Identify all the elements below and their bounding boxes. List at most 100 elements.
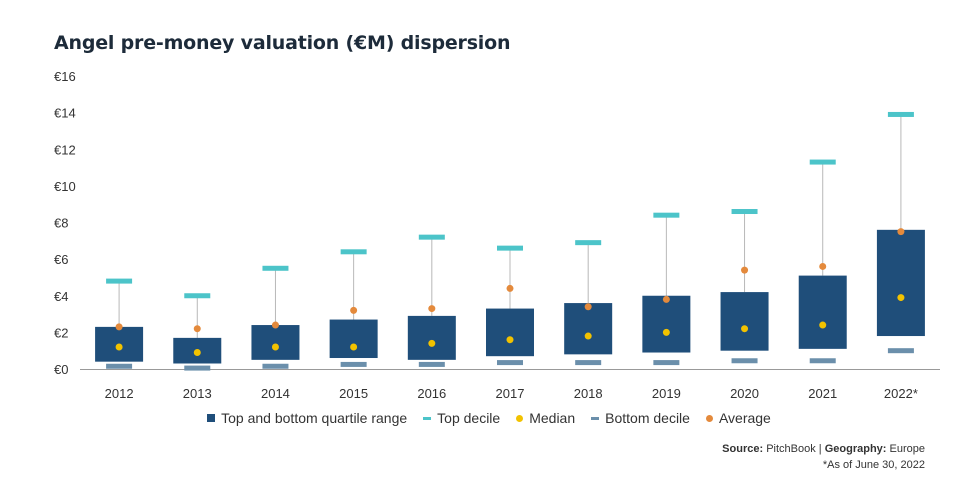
top-decile-mark bbox=[262, 265, 289, 271]
legend-item: Median bbox=[516, 410, 575, 426]
bottom-decile-mark bbox=[887, 348, 914, 354]
y-tick-label: €0 bbox=[54, 362, 68, 377]
bottom-decile-mark bbox=[653, 360, 680, 366]
y-tick-label: €16 bbox=[54, 69, 76, 84]
bottom-decile-mark bbox=[184, 365, 211, 371]
dash-icon bbox=[591, 416, 600, 420]
top-decile-mark bbox=[497, 245, 523, 251]
x-tick-label: 2022* bbox=[884, 386, 918, 401]
y-tick-label: €14 bbox=[54, 106, 76, 121]
top-decile-mark bbox=[106, 278, 133, 284]
median-point bbox=[428, 339, 436, 347]
plot-area bbox=[95, 111, 925, 371]
box-plot-chart: €0€2€4€6€8€10€12€14€16 2012 2013 2014 2015 2… bbox=[54, 69, 940, 401]
separator: | bbox=[818, 443, 822, 455]
footnote: *As of June 30, 2022 bbox=[822, 459, 925, 471]
bottom-decile-mark bbox=[497, 360, 523, 366]
quartile-box bbox=[486, 308, 534, 357]
source-value: PitchBook bbox=[766, 443, 816, 455]
y-tick-label: €6 bbox=[54, 252, 68, 267]
source-label: Source: bbox=[722, 443, 764, 455]
top-decile-mark bbox=[653, 212, 680, 218]
x-tick-label: 2017 bbox=[496, 386, 525, 401]
median-point bbox=[897, 294, 905, 302]
geography-label: Geography: bbox=[824, 443, 887, 455]
bottom-decile-mark bbox=[418, 361, 445, 367]
quartile-box bbox=[642, 295, 691, 353]
median-point bbox=[662, 328, 670, 336]
x-tick-label: 2012 bbox=[105, 386, 134, 401]
average-point bbox=[350, 306, 358, 314]
average-point bbox=[115, 323, 123, 331]
legend-label: Average bbox=[718, 410, 771, 426]
top-decile-mark bbox=[418, 234, 445, 240]
median-point bbox=[271, 343, 279, 351]
dash-icon bbox=[423, 416, 432, 420]
average-point bbox=[584, 303, 592, 311]
average-point bbox=[897, 228, 905, 236]
average-point bbox=[193, 325, 201, 333]
quartile-box bbox=[876, 229, 925, 337]
median-point bbox=[350, 343, 358, 351]
x-tick-label: 2020 bbox=[730, 386, 759, 401]
square-icon bbox=[207, 414, 216, 422]
bottom-decile-mark bbox=[809, 358, 836, 364]
top-decile-mark bbox=[731, 209, 758, 215]
top-decile-mark bbox=[340, 249, 367, 255]
chart-title: Angel pre-money valuation (€M) dispersio… bbox=[54, 32, 511, 54]
legend-item: Bottom decile bbox=[591, 410, 690, 426]
y-tick-label: €12 bbox=[54, 142, 76, 157]
top-decile-mark bbox=[575, 240, 602, 246]
legend-item: Top decile bbox=[423, 410, 500, 426]
average-point bbox=[662, 295, 670, 303]
y-axis: €0 €2 €4 €6 €8 €10 €12 €14 €16 bbox=[54, 69, 76, 377]
bottom-decile-mark bbox=[262, 363, 289, 369]
legend-item: Top and bottom quartile range bbox=[207, 410, 407, 426]
top-decile-mark bbox=[887, 111, 914, 117]
average-point bbox=[819, 262, 827, 270]
legend-label: Top decile bbox=[437, 410, 501, 426]
legend-label: Bottom decile bbox=[605, 410, 690, 426]
quartile-box bbox=[407, 315, 456, 360]
geography-value: Europe bbox=[889, 443, 925, 455]
median-point bbox=[741, 325, 749, 333]
median-point bbox=[193, 349, 201, 357]
average-point bbox=[741, 266, 749, 274]
x-tick-label: 2015 bbox=[339, 386, 368, 401]
x-tick-label: 2013 bbox=[183, 386, 212, 401]
average-point bbox=[506, 284, 514, 292]
y-tick-label: €4 bbox=[54, 289, 68, 304]
median-point bbox=[584, 332, 592, 340]
y-tick-label: €2 bbox=[54, 325, 68, 340]
legend: Top and bottom quartile range Top decile M… bbox=[0, 410, 978, 426]
median-point bbox=[115, 343, 123, 351]
quartile-box bbox=[329, 319, 378, 359]
legend-label: Top and bottom quartile range bbox=[221, 410, 408, 426]
legend-label: Median bbox=[529, 410, 576, 426]
bottom-decile-mark bbox=[731, 358, 758, 364]
legend-item: Average bbox=[705, 410, 771, 426]
quartile-box bbox=[251, 325, 300, 360]
bottom-decile-mark bbox=[340, 361, 367, 367]
x-tick-label: 2021 bbox=[808, 386, 837, 401]
x-axis: 2012 2013 2014 2015 2016 2017 2018 2019 2020 2021… bbox=[80, 369, 940, 401]
x-tick-label: 2014 bbox=[261, 386, 290, 401]
y-tick-label: €10 bbox=[54, 179, 76, 194]
median-point bbox=[819, 321, 827, 329]
dot-icon bbox=[705, 414, 713, 422]
bottom-decile-mark bbox=[106, 363, 133, 369]
y-tick-label: €8 bbox=[54, 216, 68, 231]
median-point bbox=[506, 336, 514, 344]
quartile-box bbox=[798, 275, 847, 349]
x-tick-label: 2016 bbox=[417, 386, 446, 401]
top-decile-mark bbox=[809, 159, 836, 165]
quartile-box bbox=[564, 303, 613, 355]
quartile-box bbox=[720, 292, 769, 351]
x-tick-label: 2019 bbox=[652, 386, 681, 401]
x-tick-label: 2018 bbox=[574, 386, 603, 401]
average-point bbox=[428, 305, 436, 313]
dot-icon bbox=[516, 414, 524, 422]
bottom-decile-mark bbox=[575, 360, 602, 366]
top-decile-mark bbox=[184, 293, 211, 299]
average-point bbox=[271, 321, 279, 329]
